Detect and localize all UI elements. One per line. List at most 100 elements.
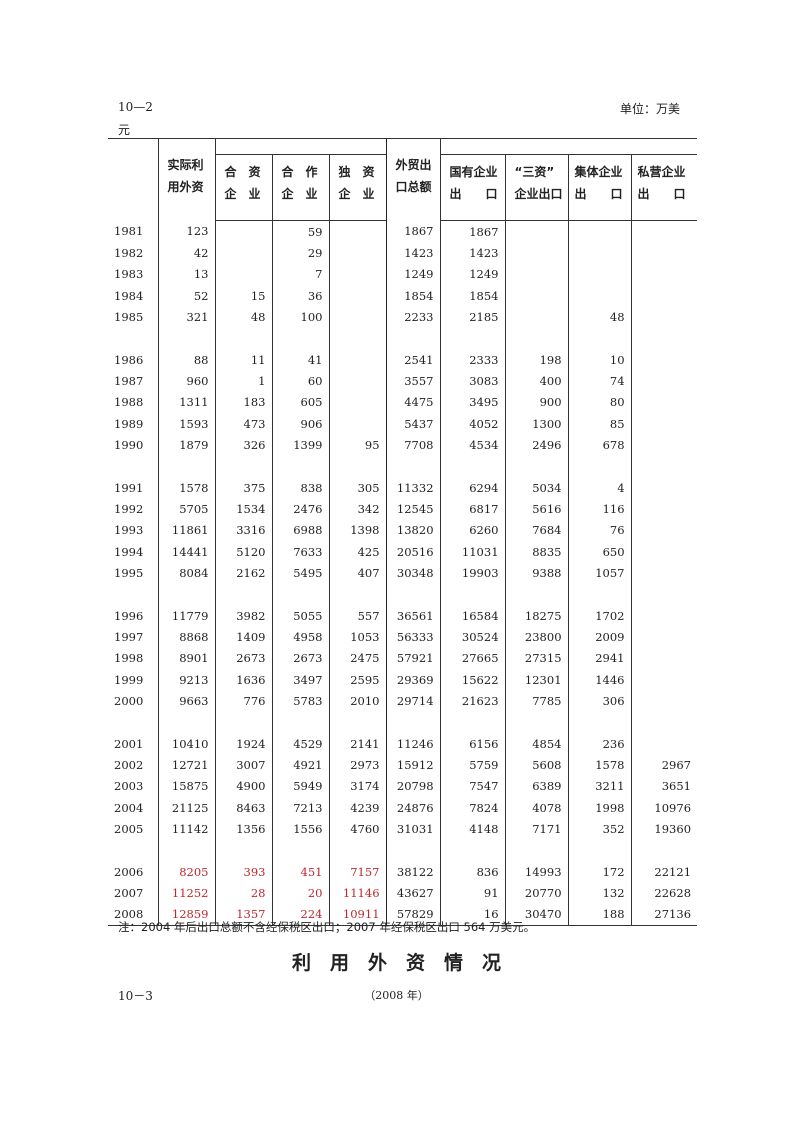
cell-wholly-owned: [328, 263, 387, 285]
cell-cooperative: 7633: [271, 540, 329, 563]
cell-total-exports: 7708: [385, 434, 441, 456]
cell-actual-fdi: 960: [157, 370, 215, 392]
cell-private: 3651: [630, 775, 698, 797]
cell-cooperative: 2476: [271, 498, 329, 520]
cell-year: 1998: [114, 651, 144, 666]
cell-joint-venture: [214, 263, 272, 285]
cell-total-exports: [385, 839, 441, 861]
cell-cooperative: 36: [271, 284, 329, 307]
cell-actual-fdi: 88: [157, 348, 215, 371]
table-row: 1986 88 11 41 2541 2333 198 10: [108, 348, 698, 371]
cell-wholly-owned: 3174: [328, 775, 387, 797]
cell-wholly-owned: 2595: [328, 668, 387, 691]
table-row: 2008 12859 1357 224 10911 57829 16 30470 188 2713…: [108, 903, 698, 926]
cell-collective: 4: [567, 476, 632, 499]
cell-state-owned: 6156: [439, 732, 506, 755]
cell-cooperative: [271, 455, 329, 477]
cell-joint-venture: 1: [214, 370, 272, 392]
cell-wholly-owned: 1398: [328, 519, 387, 541]
cell-year: 2001: [114, 736, 144, 751]
cell-private: [630, 391, 698, 413]
cell-state-owned: 6817: [439, 498, 506, 520]
cell-collective: 74: [567, 370, 632, 392]
cell-collective: 678: [567, 434, 632, 456]
cell-three-capital: 900: [504, 391, 569, 413]
cell-state-owned: 4534: [439, 434, 506, 456]
cell-total-exports: 4475: [385, 391, 441, 413]
cell-wholly-owned: [328, 370, 387, 392]
cell-wholly-owned: 4760: [328, 818, 387, 840]
cell-state-owned: 15622: [439, 668, 506, 691]
cell-actual-fdi: 321: [157, 306, 215, 328]
cell-year: 1993: [114, 523, 144, 538]
cell-three-capital: [504, 711, 569, 733]
cell-three-capital: 4078: [504, 796, 569, 819]
cell-wholly-owned: [328, 327, 387, 349]
cell-state-owned: 7547: [439, 775, 506, 797]
cell-private: [630, 348, 698, 371]
footnote: 注：2004 年后出口总额不含经保税区出口；2007 年经保税区出口 564 万…: [118, 920, 536, 934]
cell-private: [630, 583, 698, 605]
cell-joint-venture: 1409: [214, 626, 272, 648]
table-row: 2004 21125 8463 7213 4239 24876 7824 4078 1998 10…: [108, 796, 698, 819]
cell-collective: [567, 711, 632, 733]
cell-private: [630, 711, 698, 733]
cell-state-owned: [439, 711, 506, 733]
cell-three-capital: 7684: [504, 519, 569, 541]
cell-joint-venture: 28: [214, 882, 272, 904]
cell-three-capital: 400: [504, 370, 569, 392]
cell-collective: 650: [567, 540, 632, 563]
cell-private: [630, 412, 698, 435]
cell-joint-venture: 8463: [214, 796, 272, 819]
cell-cooperative: 6988: [271, 519, 329, 541]
cell-private: [630, 370, 698, 392]
cell-year: 2003: [114, 779, 144, 794]
cell-state-owned: 2333: [439, 348, 506, 371]
cell-collective: [567, 327, 632, 349]
header-joint-venture: 合 资企 业: [214, 154, 272, 221]
cell-state-owned: 27665: [439, 647, 506, 669]
cell-state-owned: 5759: [439, 754, 506, 776]
cell-joint-venture: [214, 455, 272, 477]
cell-collective: 236: [567, 732, 632, 755]
cell-wholly-owned: 11146: [328, 882, 387, 904]
cell-state-owned: 836: [439, 860, 506, 883]
cell-joint-venture: 1636: [214, 668, 272, 691]
cell-total-exports: [385, 455, 441, 477]
cell-cooperative: 3497: [271, 668, 329, 691]
cell-total-exports: 3557: [385, 370, 441, 392]
cell-total-exports: 2541: [385, 348, 441, 371]
cell-private: [630, 519, 698, 541]
cell-private: [630, 284, 698, 307]
table-row: 2002 12721 3007 4921 2973 15912 5759 5608 1578 29…: [108, 754, 698, 776]
cell-actual-fdi: 8868: [157, 626, 215, 648]
cell-wholly-owned: 4239: [328, 796, 387, 819]
header-group-exports: [439, 138, 698, 155]
cell-three-capital: 6389: [504, 775, 569, 797]
cell-state-owned: [439, 455, 506, 477]
cell-total-exports: 24876: [385, 796, 441, 819]
next-table-year: （2008 年）: [364, 989, 429, 1002]
cell-wholly-owned: [328, 306, 387, 328]
cell-year: 1985: [114, 309, 144, 324]
cell-total-exports: 43627: [385, 882, 441, 904]
cell-collective: 2009: [567, 626, 632, 648]
cell-collective: 1057: [567, 562, 632, 584]
cell-private: [630, 476, 698, 499]
cell-collective: [567, 583, 632, 605]
header-three-capital: “三资” 企业出口: [504, 154, 569, 221]
header-actual-fdi: 实际利 用外资: [157, 138, 215, 221]
cell-three-capital: 18275: [504, 604, 569, 627]
cell-actual-fdi: 1593: [157, 412, 215, 435]
cell-private: [630, 604, 698, 627]
cell-cooperative: 1399: [271, 434, 329, 456]
cell-three-capital: [504, 455, 569, 477]
table-row: 2006 8205 393 451 7157 38122 836 14993 172 22121: [108, 860, 698, 883]
cell-joint-venture: 326: [214, 434, 272, 456]
cell-year: 2004: [114, 800, 144, 815]
cell-year: 1995: [114, 565, 144, 580]
cell-actual-fdi: 8205: [157, 860, 215, 883]
header-private: 私营企业出 口: [630, 154, 698, 221]
cell-three-capital: [504, 242, 569, 264]
cell-private: [630, 690, 698, 712]
